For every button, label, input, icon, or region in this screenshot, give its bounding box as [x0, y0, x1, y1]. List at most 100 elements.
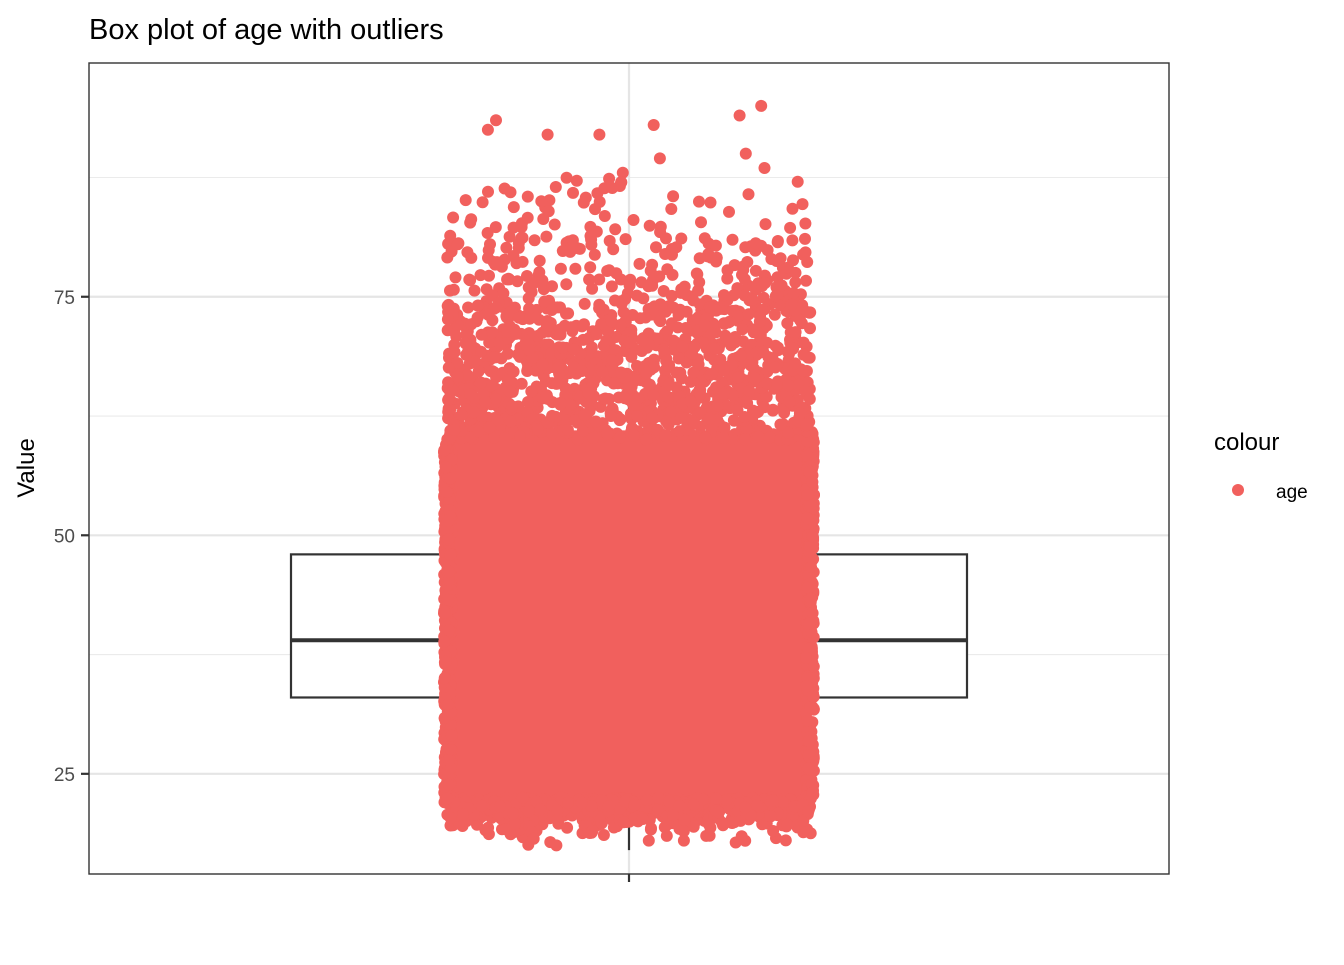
data-point	[675, 232, 688, 245]
data-point	[567, 343, 580, 356]
data-point	[521, 211, 534, 224]
data-point	[540, 389, 553, 402]
data-point	[729, 836, 742, 849]
data-point	[438, 672, 451, 685]
data-point	[513, 311, 525, 324]
data-point	[717, 388, 730, 400]
data-point	[659, 429, 672, 442]
data-point	[675, 411, 688, 424]
data-point	[806, 607, 819, 620]
data-point	[738, 411, 751, 423]
data-point	[483, 269, 495, 282]
data-point	[593, 273, 606, 286]
data-point	[510, 327, 522, 340]
data-point	[614, 431, 626, 444]
outlier-point	[733, 109, 746, 122]
data-point	[802, 735, 815, 747]
data-point	[497, 287, 510, 300]
outlier-point	[481, 123, 494, 136]
data-point	[734, 349, 747, 362]
outlier-point	[653, 152, 666, 165]
data-point	[443, 565, 456, 578]
data-point	[640, 433, 653, 446]
data-point	[457, 808, 469, 821]
data-point	[720, 794, 733, 806]
data-point	[501, 273, 514, 286]
data-point	[646, 258, 659, 271]
data-point	[662, 818, 674, 831]
data-point	[469, 355, 482, 368]
data-point	[667, 809, 679, 822]
data-point	[693, 195, 705, 208]
data-point	[489, 392, 502, 405]
data-point	[728, 414, 741, 427]
data-point	[791, 175, 804, 188]
data-point	[552, 361, 565, 374]
data-point	[723, 205, 735, 218]
data-point	[560, 278, 573, 291]
data-point	[774, 418, 787, 431]
data-point	[536, 358, 549, 371]
data-point	[643, 219, 656, 232]
data-point	[768, 308, 781, 321]
data-point	[546, 280, 558, 293]
data-point	[799, 232, 811, 245]
data-point	[721, 264, 734, 277]
outlier-point	[616, 166, 629, 179]
legend-key-age	[1232, 484, 1244, 496]
data-point	[487, 351, 500, 364]
data-point	[507, 201, 520, 214]
data-point	[606, 354, 619, 367]
data-point	[663, 795, 676, 808]
data-point	[664, 405, 677, 418]
data-point	[586, 282, 599, 295]
data-point	[522, 396, 534, 408]
data-point	[605, 315, 618, 328]
data-point	[551, 813, 564, 826]
data-point	[723, 334, 736, 346]
data-point	[476, 196, 489, 209]
data-point	[512, 348, 525, 361]
data-point	[705, 368, 718, 380]
data-point	[486, 326, 499, 339]
outlier-point	[739, 147, 752, 160]
data-point	[699, 319, 711, 332]
data-point	[460, 328, 473, 341]
data-point	[475, 328, 488, 341]
data-point	[804, 701, 817, 714]
dense-point-mass	[447, 430, 811, 803]
data-point	[684, 395, 697, 408]
data-point	[801, 714, 814, 727]
data-point	[532, 423, 544, 436]
data-point	[619, 795, 632, 808]
data-point	[799, 217, 812, 230]
data-point	[627, 214, 640, 226]
data-point	[439, 460, 452, 473]
data-point	[672, 352, 685, 365]
data-point	[444, 743, 457, 756]
data-point	[516, 231, 529, 244]
data-point	[475, 799, 488, 812]
data-point	[787, 286, 800, 299]
data-point	[725, 816, 738, 829]
data-point	[617, 816, 630, 829]
data-point	[598, 210, 611, 222]
data-point	[615, 366, 627, 379]
data-point	[623, 336, 636, 349]
data-point	[732, 371, 745, 384]
data-point	[804, 499, 817, 512]
data-point	[587, 431, 600, 444]
data-point	[666, 268, 679, 281]
data-point	[704, 196, 717, 209]
data-point	[479, 395, 492, 408]
data-point	[501, 325, 513, 338]
data-point	[716, 816, 728, 829]
data-point	[774, 252, 787, 265]
outlier-point	[549, 181, 562, 193]
data-point	[528, 234, 541, 247]
data-point	[589, 415, 602, 428]
data-point	[558, 319, 571, 332]
data-point	[759, 218, 772, 231]
data-point	[801, 306, 814, 319]
data-point	[646, 411, 659, 424]
